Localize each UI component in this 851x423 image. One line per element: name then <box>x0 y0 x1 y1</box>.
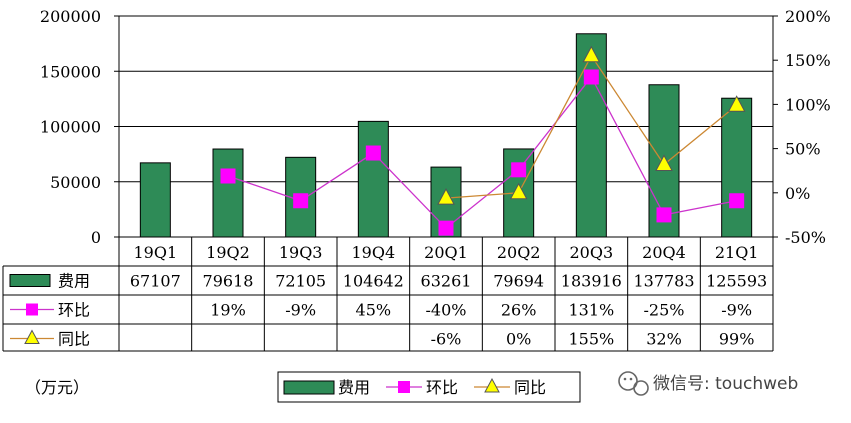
bar <box>139 162 171 238</box>
table-cell: -9% <box>721 301 752 320</box>
legend-label: 环比 <box>426 378 458 397</box>
category-label: 20Q1 <box>424 243 468 262</box>
category-label: 21Q1 <box>715 243 759 262</box>
y-left-tick-label: 150000 <box>40 62 101 81</box>
axes: 200000 150000 100000 50000 0 200% 150% 100% 50% 0… <box>40 7 831 247</box>
table-cell: 63261 <box>421 272 472 291</box>
category-label: 20Q3 <box>570 243 614 262</box>
point <box>220 168 236 184</box>
y-left-tick-label: 100000 <box>40 118 101 137</box>
table-cell: 99% <box>719 330 755 349</box>
y-left-tick-label: 50000 <box>50 173 101 192</box>
category-label: 19Q4 <box>352 243 396 262</box>
bar <box>212 148 244 238</box>
category-label: 20Q4 <box>642 243 686 262</box>
table-cell: -40% <box>426 301 467 320</box>
table-cell: 26% <box>501 301 537 320</box>
point <box>583 69 599 85</box>
point <box>511 162 527 178</box>
point <box>293 193 309 209</box>
table-cell: 137783 <box>633 272 694 291</box>
unit-label: （万元） <box>25 378 89 397</box>
table-cell: 32% <box>646 330 682 349</box>
legend-label: 费用 <box>338 378 370 397</box>
legend-label: 同比 <box>514 378 546 397</box>
table-cell: 79694 <box>493 272 544 291</box>
point <box>729 193 745 209</box>
row-label: 同比 <box>58 330 90 349</box>
y-left-tick-label: 200000 <box>40 7 101 26</box>
table-cell: 79618 <box>203 272 254 291</box>
category-label: 19Q1 <box>134 243 178 262</box>
category-label: 20Q2 <box>497 243 541 262</box>
table-cell: 155% <box>568 330 614 349</box>
table-cell: 183916 <box>561 272 622 291</box>
bar <box>721 97 753 238</box>
series-markers <box>220 45 746 236</box>
y-left-tick-label: 0 <box>91 228 101 247</box>
legend-key-marker <box>484 377 500 393</box>
y-right-tick-label: 50% <box>785 140 821 159</box>
table-cell: 45% <box>356 301 392 320</box>
point <box>582 45 601 63</box>
table-cell: -25% <box>644 301 685 320</box>
point <box>437 188 455 205</box>
point <box>727 95 746 112</box>
point <box>656 207 672 223</box>
row-key-bar <box>9 274 51 287</box>
point <box>509 182 528 200</box>
table-cell: 19% <box>210 301 246 320</box>
table-cell: 67107 <box>130 272 181 291</box>
category-label: 19Q3 <box>279 243 323 262</box>
y-right-tick-label: 150% <box>785 51 831 70</box>
table-cell: -9% <box>285 301 316 320</box>
series-line <box>227 75 737 230</box>
y-right-tick-label: -50% <box>785 228 826 247</box>
table-cell: 104642 <box>343 272 404 291</box>
legend-key-marker <box>398 381 410 393</box>
y-right-tick-label: 100% <box>785 95 831 114</box>
table-cell: 0% <box>506 330 531 349</box>
data-table: 19Q1 19Q2 19Q3 19Q4 20Q1 20Q2 20Q3 20Q4 21Q1 费用 67… <box>2 236 774 352</box>
point <box>438 220 454 236</box>
row-key-marker <box>24 329 40 344</box>
y-right-tick-label: 200% <box>785 7 831 26</box>
y-right-tick-label: 0% <box>785 184 810 203</box>
table-cell: 131% <box>568 301 614 320</box>
point <box>365 145 381 161</box>
watermark: 微信号: touchweb <box>618 371 798 396</box>
watermark-text: 微信号: touchweb <box>653 374 798 394</box>
row-key-marker <box>26 303 38 316</box>
legend: 费用 环比 同比 <box>277 371 581 403</box>
bars <box>139 33 753 238</box>
row-label: 费用 <box>58 272 90 291</box>
table-cell: 72105 <box>275 272 326 291</box>
row-label: 环比 <box>58 301 90 320</box>
table-cell: -6% <box>431 330 462 349</box>
wechat-icon <box>618 371 649 396</box>
legend-key-bar <box>283 380 335 395</box>
bar <box>575 33 607 238</box>
bar <box>357 120 389 238</box>
point <box>655 154 673 172</box>
table-cell: 125593 <box>706 272 767 291</box>
category-label: 19Q2 <box>206 243 250 262</box>
